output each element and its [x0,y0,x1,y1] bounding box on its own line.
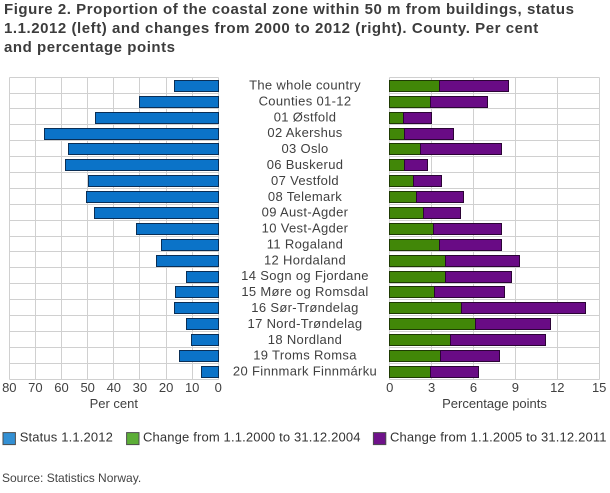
svg-text:60: 60 [54,380,68,395]
svg-text:Counties 01-12: Counties 01-12 [259,93,352,108]
svg-text:08 Telemark: 08 Telemark [268,189,342,204]
svg-text:20: 20 [159,380,173,395]
svg-text:9: 9 [512,380,519,395]
svg-text:Per cent: Per cent [90,396,139,411]
svg-text:The whole country: The whole country [249,78,361,93]
svg-text:1.1.2012 (left) and changes fr: 1.1.2012 (left) and changes from 2000 to… [4,20,539,37]
svg-text:01 Østfold: 01 Østfold [274,109,337,124]
svg-text:Change from 1.1.2000 to 31.12.: Change from 1.1.2000 to 31.12.2004 [143,430,361,445]
svg-text:20 Finnmark Finnmárku: 20 Finnmark Finnmárku [233,364,377,379]
svg-text:70: 70 [28,380,42,395]
svg-text:Figure 2. Proportion of the co: Figure 2. Proportion of the coastal zone… [4,1,574,18]
svg-text:16 Sør-Trøndelag: 16 Sør-Trøndelag [251,300,358,315]
svg-text:15 Møre og Romsdal: 15 Møre og Romsdal [241,284,368,299]
svg-text:15: 15 [592,380,606,395]
svg-text:07 Vestfold: 07 Vestfold [271,173,339,188]
svg-text:06 Buskerud: 06 Buskerud [267,157,344,172]
svg-text:80: 80 [2,380,16,395]
svg-text:03 Oslo: 03 Oslo [281,141,328,156]
svg-text:30: 30 [133,380,147,395]
svg-text:12: 12 [550,380,564,395]
svg-text:Percentage points: Percentage points [442,396,547,411]
svg-text:and percentage points: and percentage points [4,39,176,56]
svg-text:09 Aust-Agder: 09 Aust-Agder [262,205,349,220]
svg-text:Source: Statistics Norway.: Source: Statistics Norway. [2,471,141,485]
svg-text:10 Vest-Agder: 10 Vest-Agder [262,221,349,236]
svg-text:3: 3 [428,380,435,395]
svg-text:Change from 1.1.2005 to 31.12.: Change from 1.1.2005 to 31.12.2011 [390,430,607,445]
svg-text:19 Troms Romsa: 19 Troms Romsa [253,348,357,363]
svg-text:11 Rogaland: 11 Rogaland [267,236,343,251]
svg-text:0: 0 [386,380,393,395]
svg-text:Status 1.1.2012: Status 1.1.2012 [20,430,113,445]
svg-text:14 Sogn og Fjordane: 14 Sogn og Fjordane [241,268,369,283]
svg-text:40: 40 [107,380,121,395]
svg-text:02 Akershus: 02 Akershus [267,125,342,140]
svg-text:6: 6 [470,380,477,395]
svg-text:10: 10 [185,380,199,395]
svg-text:18 Nordland: 18 Nordland [268,332,342,347]
svg-text:50: 50 [80,380,94,395]
svg-text:0: 0 [215,380,222,395]
svg-text:12 Hordaland: 12 Hordaland [264,252,346,267]
svg-text:17 Nord-Trøndelag: 17 Nord-Trøndelag [248,316,363,331]
